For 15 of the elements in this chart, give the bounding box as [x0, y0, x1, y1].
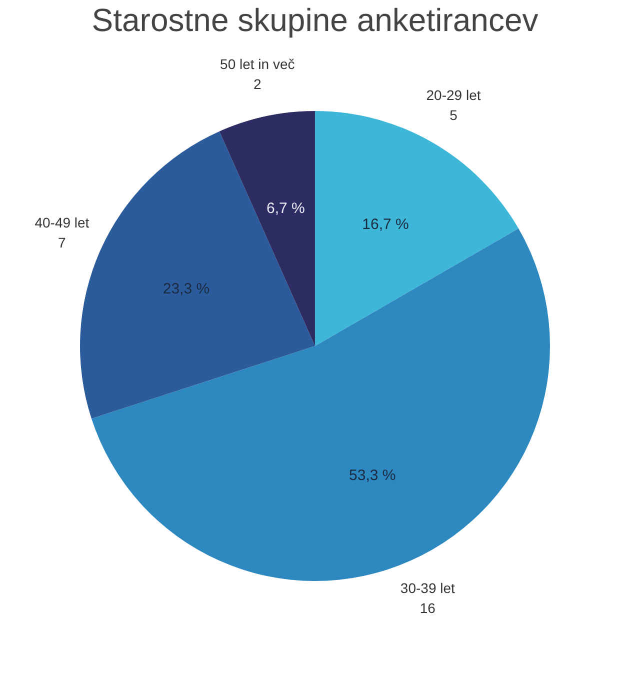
pie-slice: [219, 111, 315, 346]
pie-slice: [315, 111, 519, 346]
slice-label: 40-49 let: [34, 214, 90, 230]
text: 6,7 %: [266, 200, 305, 218]
text: 23,3 %: [162, 280, 210, 298]
chart-title: Starostne skupine anketirancev: [92, 2, 538, 38]
slice-label: 20-29 let: [426, 87, 481, 104]
data-label: 2: [254, 76, 262, 92]
slice-label: 30-39 let: [400, 580, 456, 596]
text: 16,7 %: [362, 216, 409, 233]
data-label: 16: [420, 600, 436, 616]
data-label: 5: [450, 107, 458, 124]
text: 53,3 %: [349, 466, 396, 484]
slice-label: 50 let in več: [220, 56, 295, 72]
data-label: 7: [58, 234, 66, 250]
